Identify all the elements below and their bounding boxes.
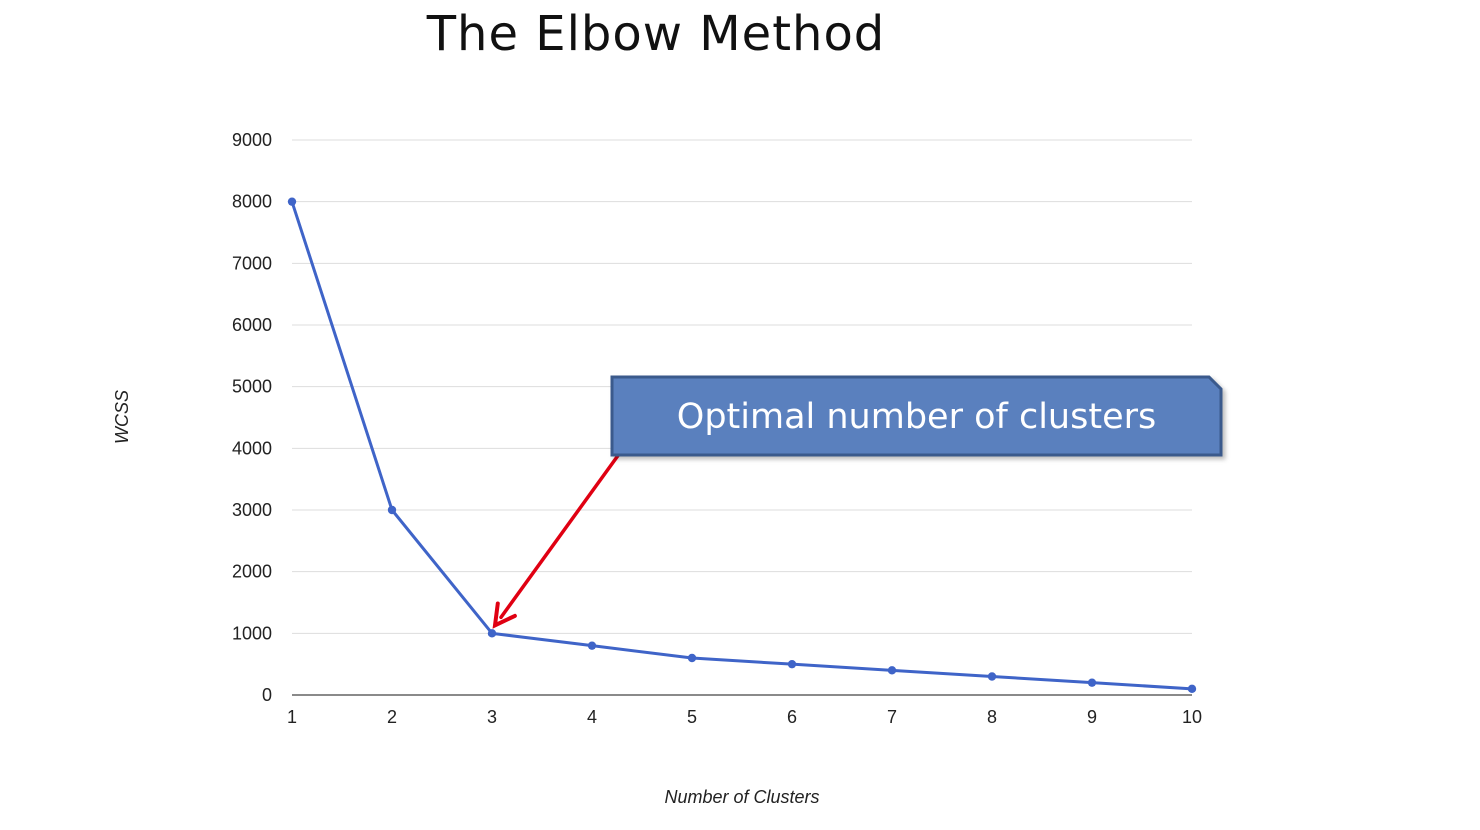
x-tick-label-6: 6 [787, 707, 797, 727]
y-tick-label-2000: 2000 [232, 562, 272, 582]
x-tick-label-1: 1 [287, 707, 297, 727]
x-tick-label-4: 4 [587, 707, 597, 727]
data-point-5 [687, 653, 697, 663]
x-tick-label-10: 10 [1182, 707, 1202, 727]
x-tick-label-7: 7 [887, 707, 897, 727]
y-tick-label-0: 0 [262, 685, 272, 705]
data-point-6 [787, 659, 797, 669]
x-tick-label-5: 5 [687, 707, 697, 727]
annotation-callout-text: Optimal number of clusters [677, 397, 1156, 437]
data-point-2 [387, 505, 397, 515]
slide-title: The Elbow Method [426, 6, 886, 62]
data-point-8 [987, 672, 997, 681]
x-axis-title: Number of Clusters [664, 787, 819, 807]
x-tick-label-8: 8 [987, 707, 997, 727]
data-point-7 [887, 666, 897, 675]
data-point-4 [587, 641, 597, 650]
y-tick-label-1000: 1000 [232, 623, 272, 643]
series-wcss [287, 197, 1197, 694]
y-tick-label-5000: 5000 [232, 377, 272, 397]
y-tick-label-8000: 8000 [232, 192, 272, 212]
data-point-1 [287, 197, 297, 206]
data-point-3 [487, 629, 497, 638]
series-line [290, 200, 1194, 691]
y-axis-title: WCSS [112, 390, 132, 444]
gridlines [292, 139, 1192, 634]
annotation-arrow-head [492, 601, 517, 629]
annotation-callout-box [610, 375, 1223, 457]
annotation-arrow-shaft [499, 448, 624, 620]
y-tick-label-9000: 9000 [232, 130, 272, 150]
x-tick-label-9: 9 [1087, 707, 1097, 727]
data-point-10 [1187, 684, 1197, 694]
data-point-9 [1087, 678, 1097, 687]
x-tick-label-3: 3 [487, 707, 497, 727]
tick-labels: 0 1000 2000 3000 4000 5000 6000 7000 8000 9000 1 2 3… [232, 130, 1202, 727]
x-tick-label-2: 2 [387, 707, 397, 727]
y-tick-label-7000: 7000 [232, 253, 272, 273]
y-tick-label-3000: 3000 [232, 500, 272, 520]
annotation: Optimal number of clusters [492, 375, 1223, 629]
y-tick-label-6000: 6000 [232, 315, 272, 335]
y-tick-label-4000: 4000 [232, 438, 272, 458]
